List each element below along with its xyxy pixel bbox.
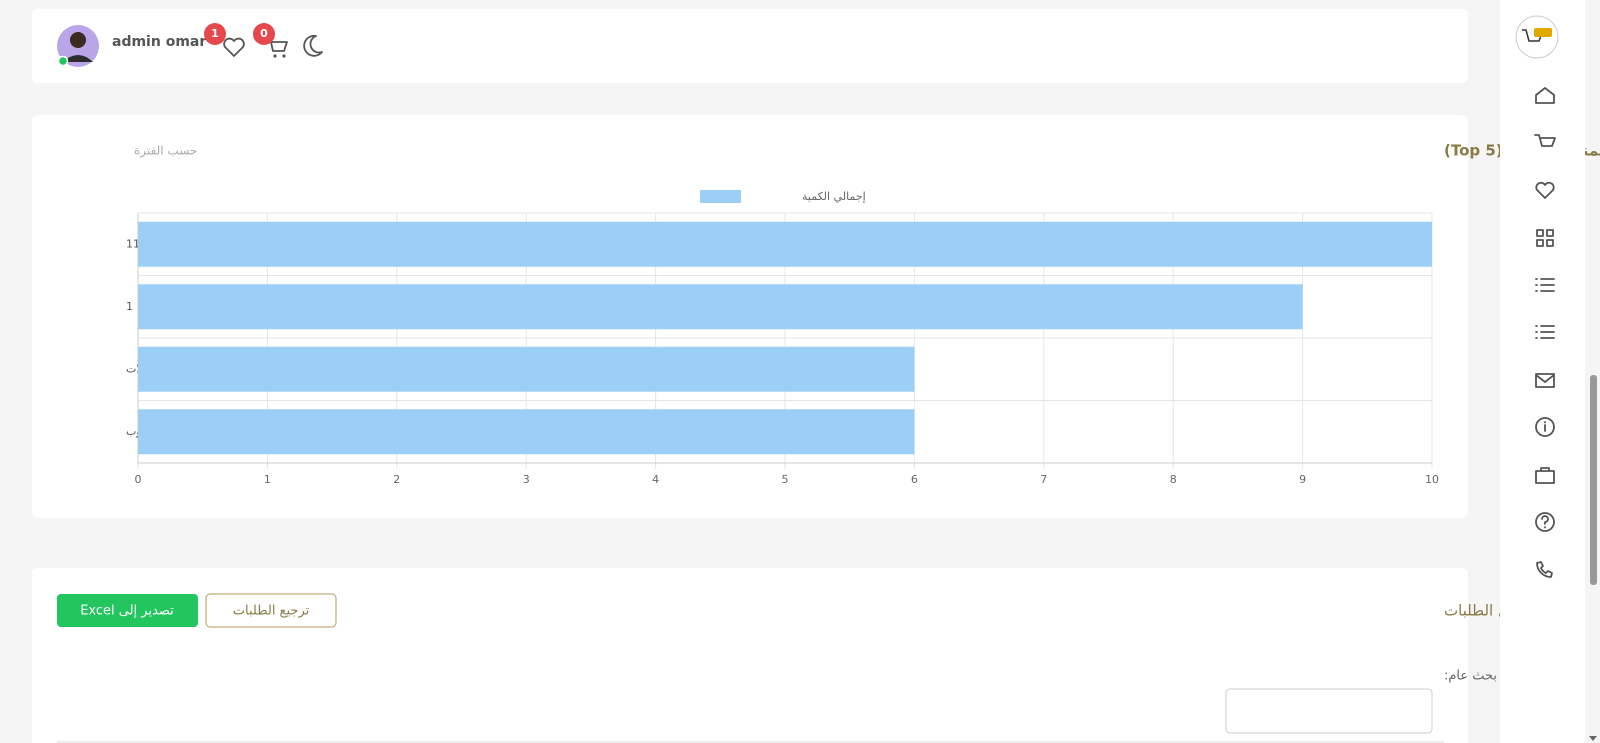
x-tick-label: 2 [393, 473, 400, 486]
sidebar-icons [1534, 87, 1556, 578]
chart: إجمالي الكمية012345678910111هواتف موبايل… [126, 190, 1439, 486]
orders-card [32, 568, 1468, 743]
nav-home[interactable] [1535, 87, 1555, 104]
x-tick-label: 7 [1040, 473, 1047, 486]
legend-swatch [700, 190, 741, 203]
nav-help-mark [1541, 515, 1549, 529]
scrollbar-thumb[interactable] [1590, 375, 1597, 585]
x-tick-label: 5 [782, 473, 789, 486]
bar [138, 284, 1303, 330]
logo-mark [1534, 28, 1552, 37]
bar [138, 346, 915, 392]
search-input[interactable] [1225, 688, 1433, 734]
header-card [32, 9, 1468, 83]
refund-button-label[interactable]: ترجيع الطلبات [233, 604, 310, 619]
y-tick-label: 1 [126, 300, 133, 313]
x-tick-label: 3 [523, 473, 530, 486]
x-tick-label: 9 [1299, 473, 1306, 486]
x-tick-label: 10 [1425, 473, 1439, 486]
online-dot [57, 55, 69, 67]
wishlist-badge [204, 23, 226, 45]
cart-badge [253, 23, 275, 45]
bar [138, 221, 1432, 267]
nav-wishlist[interactable] [1535, 181, 1555, 199]
nav-list[interactable] [1535, 325, 1555, 339]
x-tick-label: 0 [135, 473, 142, 486]
nav-briefcase[interactable] [1535, 467, 1555, 484]
theme-toggle[interactable] [303, 34, 323, 57]
cart-wheel [273, 54, 277, 58]
nav-mail[interactable] [1535, 373, 1555, 388]
avatar-face [70, 32, 86, 48]
x-tick-label: 8 [1170, 473, 1177, 486]
wishlist-count: 1 [211, 27, 219, 40]
export-button[interactable] [57, 594, 198, 627]
nav-list[interactable] [1535, 278, 1555, 292]
nav-help[interactable] [1535, 512, 1555, 532]
cart-wheel [282, 54, 286, 58]
x-tick-label: 1 [264, 473, 271, 486]
x-tick-label: 4 [652, 473, 659, 486]
cart-count: 0 [260, 27, 268, 40]
sidebar [1500, 0, 1585, 743]
search-label: بحث عام: [1444, 669, 1497, 684]
y-tick-label: 11 [126, 237, 140, 250]
scroll-arrow[interactable] [1589, 736, 1597, 741]
nav-grid[interactable] [1536, 229, 1554, 247]
chart-filter[interactable]: حسب الفترة [134, 144, 197, 159]
user-name[interactable]: admin omar [112, 34, 206, 50]
x-tick-label: 6 [911, 473, 918, 486]
refund-button[interactable] [205, 593, 337, 628]
logo-cart [1522, 29, 1543, 42]
avatar-body [63, 55, 93, 62]
wishlist-icon[interactable] [223, 37, 245, 57]
nav-info[interactable] [1535, 417, 1555, 437]
nav-cart[interactable] [1534, 134, 1556, 147]
nav-phone[interactable] [1536, 561, 1553, 578]
bar [138, 409, 915, 455]
export-button-label[interactable]: تصدير إلى Excel [80, 604, 174, 619]
legend-label: إجمالي الكمية [802, 190, 866, 203]
